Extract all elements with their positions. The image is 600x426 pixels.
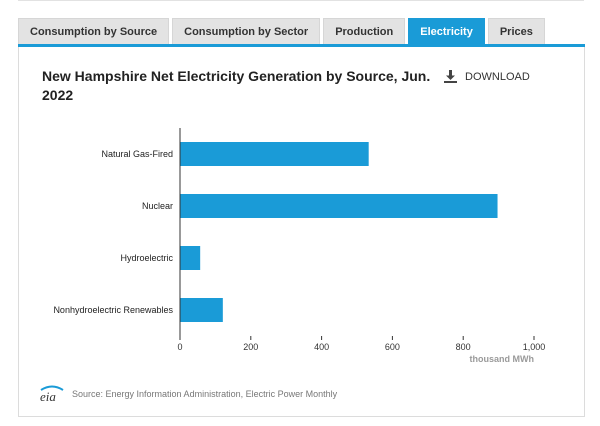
download-label: DOWNLOAD [465,70,530,83]
x-axis-unit-label: thousand MWh [470,354,535,364]
eia-logo: eia [40,385,64,404]
x-tick-label: 1,000 [523,342,546,352]
download-button[interactable]: DOWNLOAD [444,70,530,83]
tab-electricity[interactable]: Electricity [408,18,485,44]
category-label: Nonhydroelectric Renewables [53,305,173,315]
category-labels: Natural Gas-Fired Nuclear Hydroelectric Non… [53,149,173,315]
x-tick-label: 400 [314,342,329,352]
bar-nonhydroelectric-renewables[interactable] [180,298,223,322]
x-tick-label: 200 [243,342,258,352]
source-footer: eia Source: Energy Information Administr… [38,384,337,404]
tab-underline [18,44,585,47]
category-label: Hydroelectric [120,253,173,263]
bar-natural-gas-fired[interactable] [180,142,369,166]
bar-hydroelectric[interactable] [180,246,201,270]
category-label: Natural Gas-Fired [101,149,173,159]
tab-consumption-by-sector[interactable]: Consumption by Sector [172,18,321,44]
x-tick-label: 600 [385,342,400,352]
chart-panel [18,47,585,417]
x-ticks: 0 200 400 600 800 1,000 [177,336,545,352]
bar-nuclear[interactable] [180,194,498,218]
tab-production[interactable]: Production [323,18,406,44]
bars-group [180,142,498,322]
svg-text:eia: eia [40,389,56,404]
chart-title: New Hampshire Net Electricity Generation… [42,68,431,103]
top-divider [18,0,584,1]
category-label: Nuclear [142,201,173,211]
download-icon [444,70,457,83]
x-tick-label: 0 [177,342,182,352]
x-tick-label: 800 [456,342,471,352]
tab-consumption-by-source[interactable]: Consumption by Source [18,18,170,44]
tab-prices[interactable]: Prices [487,18,545,44]
source-text: Source: Energy Information Administratio… [72,389,338,399]
tab-bar: Consumption by Source Consumption by Sec… [18,18,548,44]
